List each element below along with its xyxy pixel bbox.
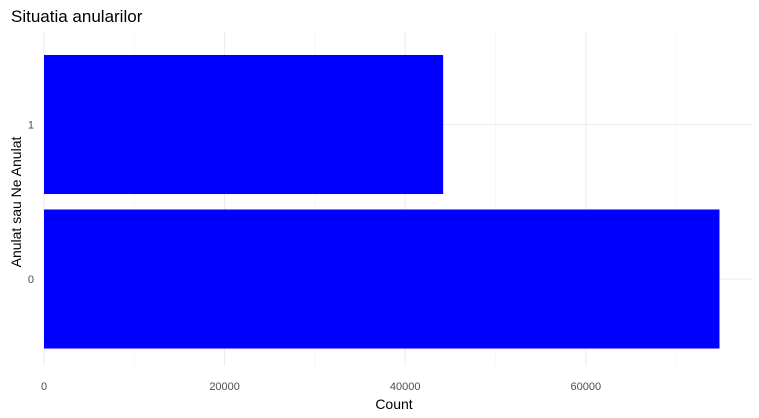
chart-title: Situatia anularilor — [11, 7, 143, 26]
bar-0 — [44, 209, 720, 349]
y-axis-ticks: 01 — [28, 120, 34, 287]
y-tick-label: 1 — [28, 120, 34, 132]
x-tick-label: 60000 — [571, 381, 602, 393]
y-tick-label: 0 — [28, 274, 34, 286]
bar-1 — [44, 54, 444, 195]
x-tick-label: 40000 — [390, 381, 421, 393]
x-axis-ticks: 0 20000 40000 60000 — [41, 381, 601, 393]
x-tick-label: 0 — [41, 381, 47, 393]
x-axis-title: Count — [375, 396, 412, 412]
bars — [44, 54, 720, 349]
x-tick-label: 20000 — [209, 381, 240, 393]
y-axis-title: Anulat sau Ne Anulat — [8, 137, 24, 268]
